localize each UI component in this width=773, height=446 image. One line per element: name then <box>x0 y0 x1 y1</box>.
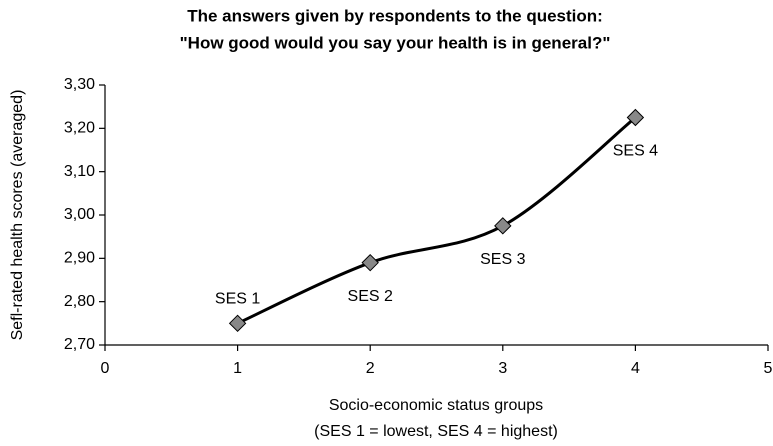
point-label: SES 3 <box>480 251 525 268</box>
x-tick-label: 2 <box>366 360 375 377</box>
x-tick-label: 4 <box>631 360 640 377</box>
chart-title: "How good would you say your health is i… <box>180 33 611 52</box>
marker <box>361 253 379 272</box>
marker <box>626 108 645 127</box>
marker <box>228 314 247 333</box>
point-label: SES 2 <box>348 288 393 305</box>
y-tick-label: 3,00 <box>64 206 95 223</box>
point-label: SES 1 <box>215 291 260 308</box>
y-tick-label: 2,90 <box>64 250 95 267</box>
x-axis-label: Socio-economic status groups <box>329 397 543 414</box>
x-tick-label: 5 <box>764 360 773 377</box>
y-axis-label: Sefl-rated health scores (averaged) <box>9 90 26 341</box>
y-tick-label: 3,10 <box>64 163 95 180</box>
x-tick-label: 0 <box>101 360 110 377</box>
line <box>236 116 637 325</box>
y-tick-label: 2,70 <box>64 336 95 353</box>
x-tick-label: 3 <box>498 360 507 377</box>
y-tick-label: 3,20 <box>64 120 95 137</box>
x-axis-label: (SES 1 = lowest, SES 4 = highest) <box>314 423 558 440</box>
x-tick-label: 1 <box>233 360 242 377</box>
point-label: SES 4 <box>613 143 658 160</box>
y-tick-label: 3,30 <box>64 76 95 93</box>
y-tick-label: 2,80 <box>64 293 95 310</box>
chart-title: The answers given by respondents to the … <box>187 6 603 25</box>
marker <box>494 217 512 235</box>
